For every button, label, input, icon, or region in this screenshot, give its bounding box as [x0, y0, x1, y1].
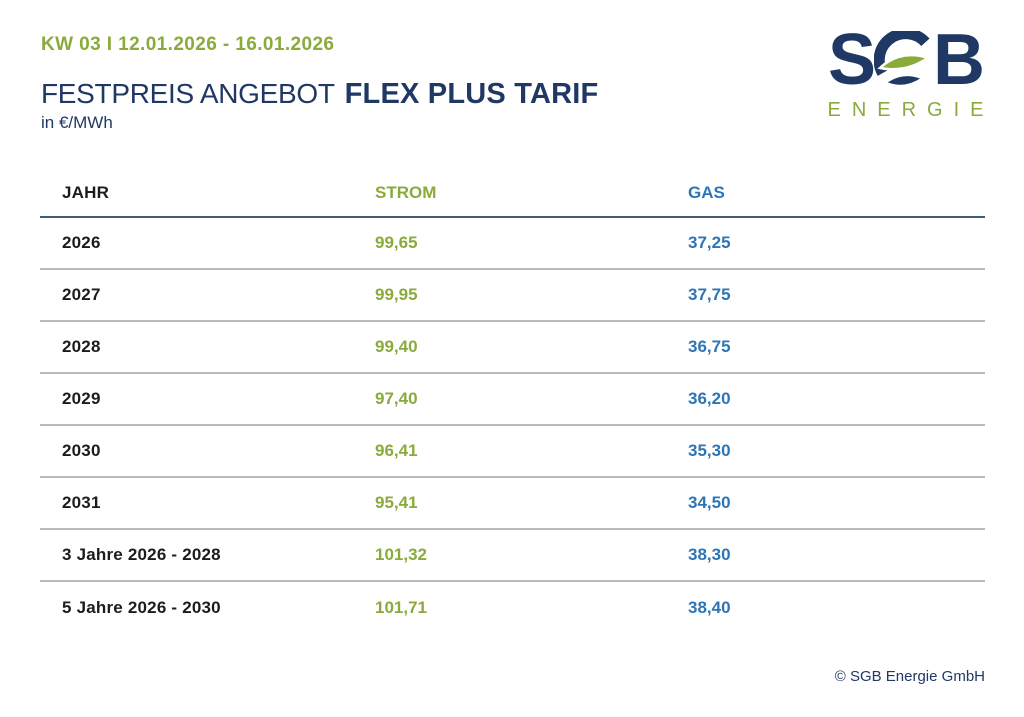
column-header-strom: STROM	[375, 183, 437, 202]
table-row: 2028 99,40 36,75	[40, 322, 985, 374]
cell-gas: 35,30	[688, 441, 731, 460]
title-bold: FLEX PLUS TARIF	[344, 78, 599, 110]
cell-jahr: 3 Jahre 2026 - 2028	[62, 545, 221, 564]
cell-strom: 95,41	[375, 493, 418, 512]
copyright-notice: © SGB Energie GmbH	[834, 668, 985, 685]
table-row: 2029 97,40 36,20	[40, 374, 985, 426]
price-table: JAHR STROM GAS 2026 99,65 37,25 2027 99,…	[40, 170, 985, 634]
cell-jahr: 5 Jahre 2026 - 2030	[62, 598, 221, 617]
cell-jahr: 2029	[62, 389, 101, 408]
column-header-jahr: JAHR	[62, 183, 110, 202]
table-header-row: JAHR STROM GAS	[40, 170, 985, 218]
cell-strom: 101,71	[375, 598, 427, 617]
logo-letter-b: B	[933, 20, 985, 100]
page-title: FESTPREIS ANGEBOT FLEX PLUS TARIF	[41, 74, 598, 111]
table-row: 2030 96,41 35,30	[40, 426, 985, 478]
cell-strom: 96,41	[375, 441, 418, 460]
cell-jahr: 2031	[62, 493, 101, 512]
cell-gas: 36,75	[688, 337, 731, 356]
cell-strom: 99,40	[375, 337, 418, 356]
cell-gas: 37,25	[688, 233, 731, 252]
cell-strom: 97,40	[375, 389, 418, 408]
leaf-globe-icon	[874, 31, 931, 88]
cell-jahr: 2028	[62, 337, 101, 356]
cell-strom: 101,32	[375, 545, 427, 564]
cell-gas: 36,20	[688, 389, 731, 408]
table-row: 5 Jahre 2026 - 2030 101,71 38,40	[40, 582, 985, 634]
table-row: 2026 99,65 37,25	[40, 218, 985, 270]
table-row: 3 Jahre 2026 - 2028 101,32 38,30	[40, 530, 985, 582]
logo-subtitle: ENERGIE	[827, 99, 995, 121]
calendar-week-range: KW 03 I 12.01.2026 - 16.01.2026	[41, 34, 335, 55]
cell-gas: 38,40	[688, 598, 731, 617]
logo-letter-s: S	[827, 20, 876, 100]
cell-jahr: 2030	[62, 441, 101, 460]
title-regular: FESTPREIS ANGEBOT	[41, 78, 335, 109]
cell-gas: 34,50	[688, 493, 731, 512]
logo-wordmark: S B	[827, 20, 985, 100]
unit-label: in €/MWh	[41, 113, 113, 132]
cell-gas: 38,30	[688, 545, 731, 564]
sgb-energie-logo: S B ENERGIE	[816, 24, 996, 122]
cell-strom: 99,65	[375, 233, 418, 252]
column-header-gas: GAS	[688, 183, 725, 202]
cell-gas: 37,75	[688, 285, 731, 304]
cell-strom: 99,95	[375, 285, 418, 304]
table-row: 2031 95,41 34,50	[40, 478, 985, 530]
cell-jahr: 2026	[62, 233, 101, 252]
table-row: 2027 99,95 37,75	[40, 270, 985, 322]
cell-jahr: 2027	[62, 285, 101, 304]
